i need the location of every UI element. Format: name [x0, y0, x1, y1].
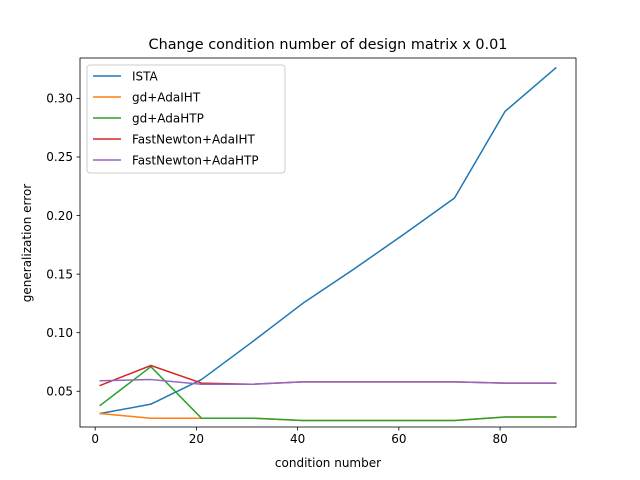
series-line-4 — [99, 378, 557, 385]
x-tick-label: 0 — [91, 432, 99, 446]
legend-label-1: gd+AdaIHT — [132, 91, 201, 105]
y-tick-label: 0.20 — [46, 209, 73, 223]
x-axis-label: condition number — [275, 456, 381, 470]
x-axis: 0 20 40 60 80 — [91, 427, 508, 446]
y-axis: 0.05 0.10 0.15 0.20 0.25 0.30 — [46, 92, 80, 398]
x-tick-label: 80 — [492, 432, 507, 446]
legend-label-3: FastNewton+AdaIHT — [132, 133, 256, 147]
y-tick-label: 0.05 — [46, 384, 73, 398]
x-tick-label: 60 — [391, 432, 406, 446]
legend-box — [86, 64, 286, 174]
x-tick-label: 20 — [189, 432, 204, 446]
legend-label-4: FastNewton+AdaHTP — [132, 154, 259, 168]
plot-area — [99, 66, 557, 422]
legend-label-0: ISTA — [132, 70, 159, 84]
legend: ISTA gd+AdaIHT gd+AdaHTP FastNewton+AdaIHT F… — [86, 64, 286, 174]
chart-title: Change condition number of design matrix… — [149, 37, 508, 53]
y-tick-label: 0.30 — [46, 92, 73, 106]
legend-label-2: gd+AdaHTP — [132, 112, 204, 126]
x-tick-label: 40 — [290, 432, 305, 446]
series-line-2 — [99, 365, 557, 422]
y-tick-label: 0.10 — [46, 326, 73, 340]
y-tick-label: 0.25 — [46, 150, 73, 164]
y-axis-label: generalization error — [20, 184, 34, 303]
y-tick-label: 0.15 — [46, 267, 73, 281]
plot-frame — [79, 57, 577, 428]
